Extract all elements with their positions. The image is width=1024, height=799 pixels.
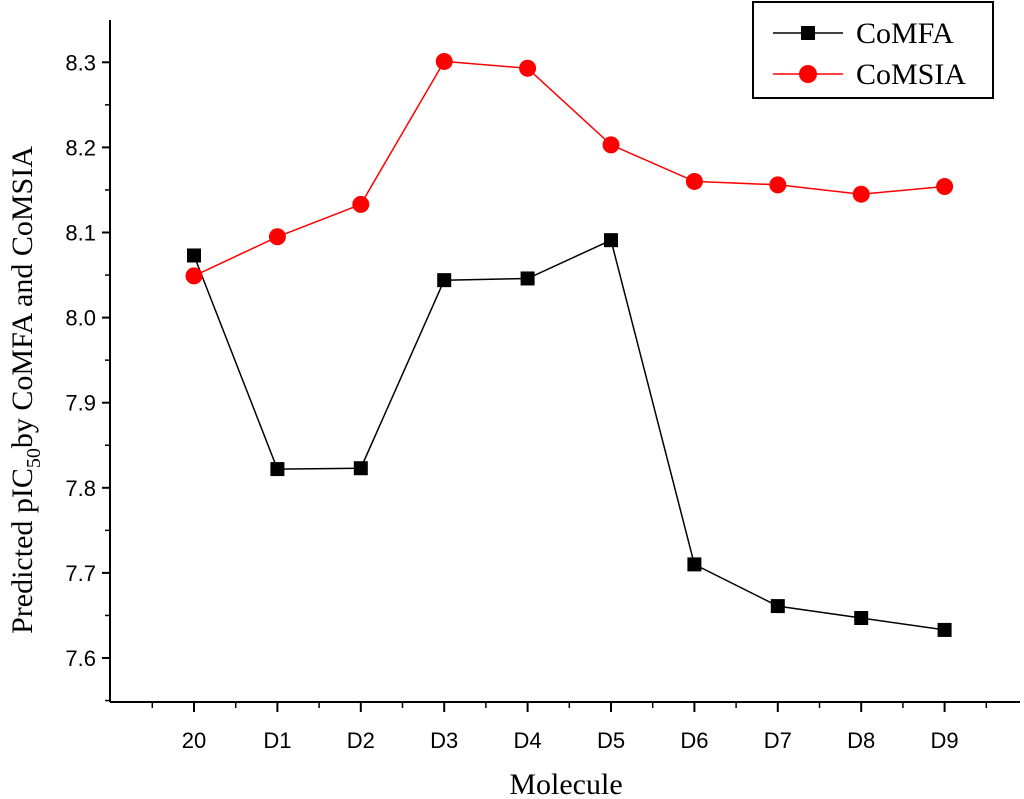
y-tick-label-3: 7.9 [65,391,96,416]
x-tick-label-d1: D1 [263,728,291,753]
x-tick-label-d4: D4 [514,728,542,753]
y-tick-label-5: 8.1 [65,221,96,246]
x-tick-label-d3: D3 [430,728,458,753]
point-comfa-d5 [604,233,618,248]
series-line-comfa [193,239,945,631]
y-tick-label-2: 7.8 [65,476,96,501]
y-tick-label-0: 7.6 [65,646,96,671]
x-tick-label-d7: D7 [764,728,792,753]
point-comsia-d8 [852,185,870,203]
point-comfa-20 [187,248,201,263]
point-comfa-d2 [353,461,368,476]
series-layer [185,52,954,637]
legend-marker-comfa [801,26,815,40]
x-tick-label-d8: D8 [847,728,875,753]
y-tick-label-4: 8.0 [65,306,96,331]
y-tick-label-1: 7.7 [65,561,96,586]
axes [109,20,1020,703]
legend-label-comfa: CoMFA [856,17,954,50]
point-comsia-d4 [519,59,537,77]
point-comfa-d3 [437,273,452,288]
legend-marker-comsia [799,65,817,83]
x-axis-title: Molecule [509,768,622,799]
point-comsia-d2 [352,195,370,213]
point-comfa-d7 [770,599,785,614]
legend: CoMFA CoMSIA [752,1,994,99]
series-line-comsia [193,60,945,277]
legend-box [752,1,994,99]
point-comsia-d7 [769,176,787,194]
x-tick-label-d2: D2 [347,728,375,753]
legend-label-comsia: CoMSIA [856,58,966,91]
point-comfa-d9 [937,622,952,637]
x-ticks: 20 D1 D2 D3 D4 D5 D6 D7 D8 D9 [151,702,988,753]
y-tick-label-6: 8.2 [65,135,96,160]
y-axis-title-prefix: Predicted pIC [6,468,39,634]
y-axis-title: Predicted pIC50by CoMFA and CoMSIA [6,146,45,634]
x-tick-label-d9: D9 [931,728,959,753]
point-comfa-d4 [520,271,535,286]
point-comfa-d6 [687,557,702,572]
y-axis-title-subscript: 50 [23,448,45,468]
y-axis-title-suffix: by CoMFA and CoMSIA [6,146,39,448]
x-tick-label-20: 20 [182,728,206,753]
point-comsia-d1 [268,228,286,246]
y-tick-label-7: 8.3 [65,50,96,75]
x-tick-label-d6: D6 [680,728,708,753]
x-tick-label-d5: D5 [597,728,625,753]
point-comsia-20 [185,267,203,285]
point-comfa-d8 [854,611,869,626]
point-comsia-d6 [685,172,703,190]
point-comsia-d5 [602,136,620,154]
y-ticks: 7.6 7.7 7.8 7.9 8.0 8.1 8.2 8.3 [65,50,110,702]
point-comsia-d9 [936,178,954,196]
point-comfa-d1 [270,462,285,477]
point-comsia-d3 [435,52,453,70]
